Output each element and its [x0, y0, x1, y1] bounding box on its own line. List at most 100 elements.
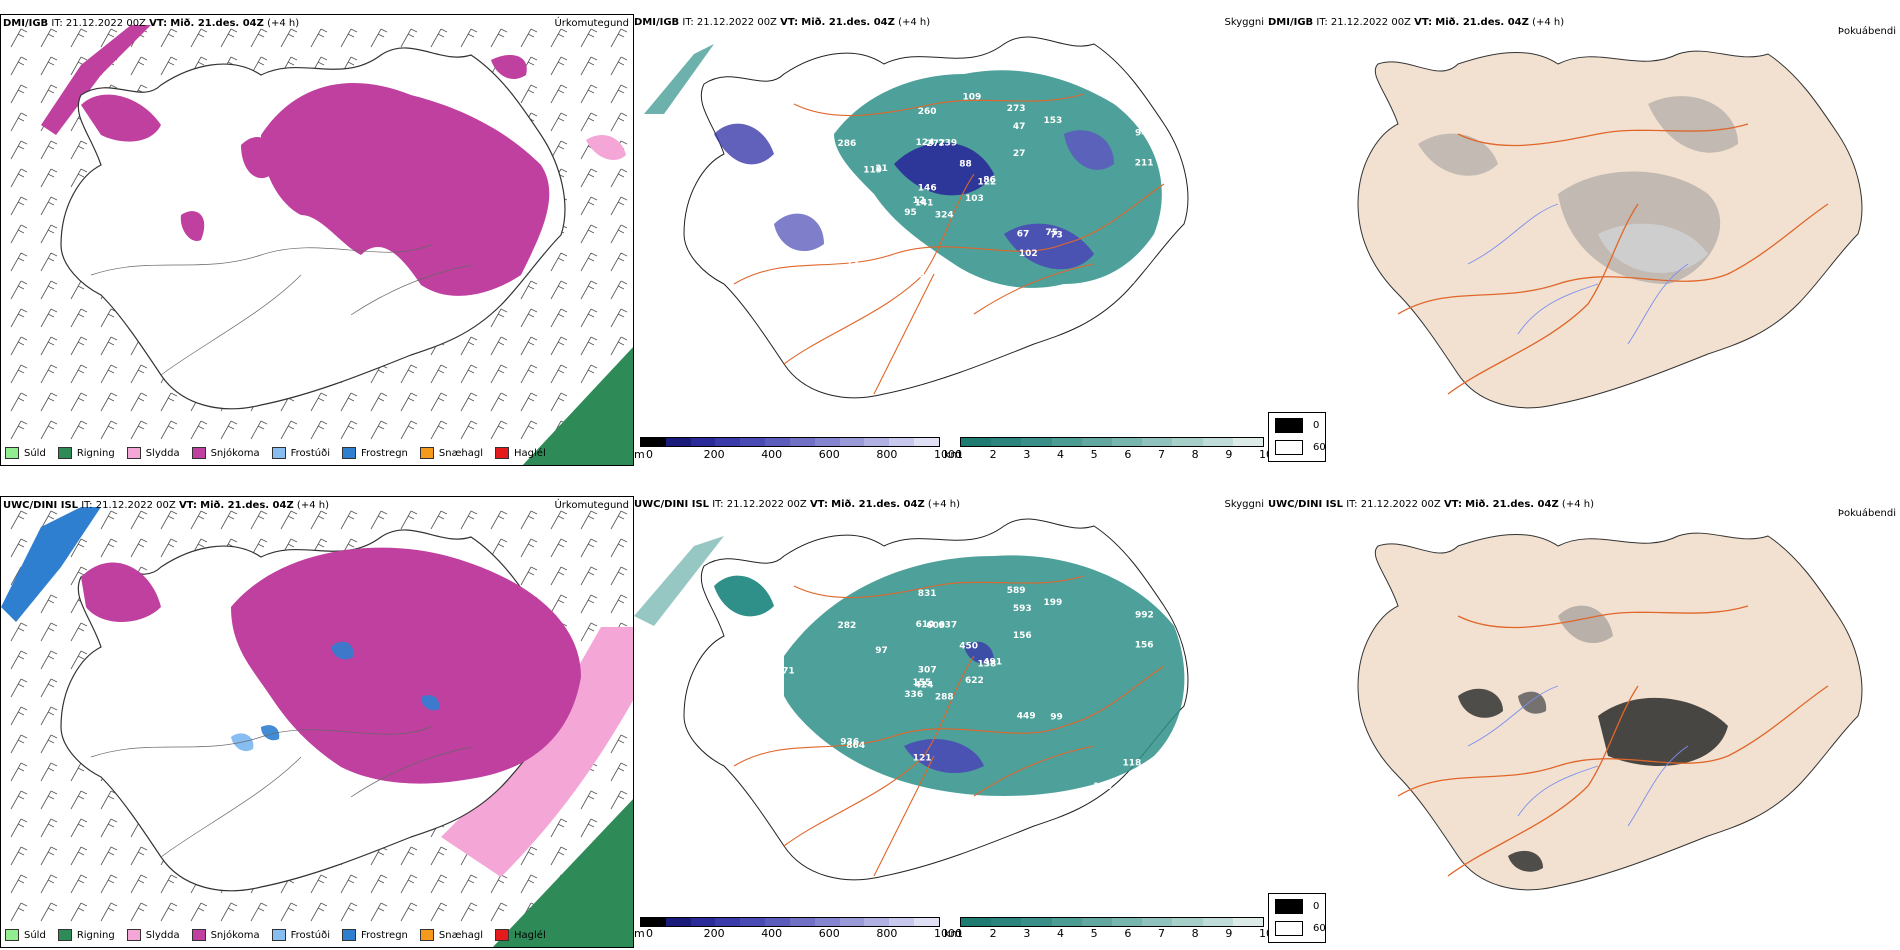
visibility-label: 12 — [846, 259, 859, 269]
visibility-label: 424 — [915, 680, 934, 690]
precip-legend-item: Slydda — [126, 929, 180, 941]
legend-swatch — [495, 929, 510, 941]
visibility-label: 639 — [827, 764, 846, 774]
scale-tick: 1000 — [934, 927, 962, 940]
frz-rain-area — [1, 507, 101, 622]
legend-swatch — [126, 929, 141, 941]
panel-title: Úrkomutegund — [554, 18, 629, 29]
precip-legend-item: Súld — [5, 929, 46, 941]
snow-area — [41, 25, 151, 135]
panel-header: UWC/DINI ISL IT: 21.12.2022 00Z VT: Mið.… — [1268, 499, 1594, 510]
visibility-panel-top: 324 82 141 236 122 12 273 239 47 103 346 151 313 94 95… — [634, 14, 1268, 466]
visibility-label: 153 — [1044, 116, 1063, 126]
visibility-label: 121 — [913, 754, 932, 764]
panel-title: Úrkomutegund — [554, 500, 629, 511]
scale-tick: 4 — [1057, 448, 1064, 461]
visibility-labels: 324 82 141 236 122 12 273 239 47 103 346 151 313 94 95… — [727, 92, 1153, 313]
panel-title: Skyggni — [1224, 17, 1264, 28]
snow-blobs — [81, 547, 581, 784]
visibility-label: 86 — [983, 175, 996, 185]
visibility-label: 277 — [926, 139, 945, 149]
scale-tick: 400 — [761, 448, 783, 461]
visibility-label: 47 — [1013, 122, 1026, 132]
legend-label: Rigning — [76, 929, 115, 941]
legend-swatch — [419, 929, 434, 941]
scale-tick: 8 — [1191, 927, 1199, 940]
visibility-label: 82 — [774, 141, 787, 151]
precip-legend-item: Frostregn — [342, 447, 408, 459]
visibility-label: 282 — [838, 621, 857, 631]
roads — [90, 244, 472, 376]
visibility-map-top: 324 82 141 236 122 12 273 239 47 103 346 151 313 94 95… — [644, 36, 1189, 399]
visibility-label: 156 — [1013, 631, 1032, 641]
legend-swatch — [191, 447, 206, 459]
scale-tick: 8 — [1191, 448, 1199, 461]
visibility-label: 88 — [959, 160, 972, 170]
rain-area — [522, 347, 633, 465]
visibility-label: 449 — [1017, 711, 1036, 721]
visibility-label: 260 — [918, 107, 937, 117]
visibility-label: 992 — [1135, 611, 1154, 621]
visibility-label: 146 — [918, 184, 937, 194]
scale-tick: 7 — [1158, 927, 1165, 940]
visibility-label: 609 — [926, 621, 945, 631]
panel-header: DMI/IGB IT: 21.12.2022 00Z VT: Mið. 21.d… — [3, 18, 300, 29]
visibility-label: 138 — [978, 659, 997, 669]
roads — [733, 575, 1165, 877]
visibility-label: 96 — [1123, 276, 1136, 286]
visibility-label: 324 — [935, 210, 954, 220]
panel-header: UWC/DINI ISL IT: 21.12.2022 00Z VT: Mið.… — [3, 500, 329, 511]
precip-legend-item: Snæhagl — [419, 447, 484, 459]
visibility-labels: 288 346 424 123 138 864 589 637 593 622 118 108 271 9… — [745, 580, 1154, 796]
legend-swatch — [419, 447, 434, 459]
legend-label: Frostúði — [290, 929, 330, 941]
precip-legend-item: Rigning — [57, 929, 115, 941]
panel-header: DMI/IGB IT: 21.12.2022 00Z VT: Mið. 21.d… — [1268, 17, 1565, 28]
snow-blobs — [81, 55, 550, 296]
precip-panel-bottom: UWC/DINI ISL IT: 21.12.2022 00Z VT: Mið.… — [0, 496, 634, 948]
fog-map-top — [1357, 50, 1863, 409]
scale-tick: 2 — [989, 927, 997, 940]
scale-tick: 200 — [703, 927, 725, 940]
scale-tick: 1000 — [934, 448, 962, 461]
visibility-label: 122 — [978, 177, 997, 187]
scale-unit: m — [634, 448, 645, 461]
legend-swatch — [191, 929, 206, 941]
visibility-label: 100 — [790, 257, 809, 267]
fog-panel-top: DMI/IGB IT: 21.12.2022 00Z VT: Mið. 21.d… — [1268, 14, 1900, 414]
visibility-areas — [714, 555, 1185, 796]
visibility-label: 593 — [1013, 604, 1032, 614]
visibility-label: 156 — [1135, 641, 1154, 651]
legend-swatch — [271, 929, 286, 941]
fog-legend-bottom: 0 60 — [1268, 893, 1326, 943]
visibility-label: 622 — [965, 676, 984, 686]
legend-swatch — [5, 447, 19, 459]
precip-legend-item: Slydda — [126, 447, 180, 459]
legend-swatch — [126, 447, 141, 459]
scale-unit: m — [634, 927, 645, 940]
visibility-label: 288 — [935, 692, 954, 702]
visibility-label: 336 — [904, 690, 923, 700]
legend-label: Snæhagl — [438, 929, 484, 941]
visibility-label: 99 — [1050, 713, 1063, 723]
visibility-label: 124 — [916, 138, 935, 148]
roads — [733, 93, 1165, 395]
roads — [1397, 605, 1829, 877]
scale-unit: km — [944, 927, 962, 940]
visibility-label: 118 — [1123, 758, 1142, 768]
scale-tick: 5 — [1090, 927, 1098, 940]
visibility-label: 94 — [913, 272, 926, 282]
scale-tick: 800 — [876, 448, 898, 461]
visibility-label: 589 — [1007, 586, 1026, 596]
legend-label: Snæhagl — [438, 447, 484, 459]
panel-title: Þokuábendi — [1837, 508, 1896, 519]
visibility-label: 105 — [839, 297, 858, 307]
scale-tick: 5 — [1090, 448, 1098, 461]
precip-legend-item: Haglél — [495, 447, 546, 459]
precip-legend: Súld Rigning Slydda Snjókoma Frostúði Frostre… — [5, 927, 558, 943]
visibility-label: 155 — [783, 136, 802, 146]
visibility-label: 27 — [1013, 149, 1026, 159]
visibility-label: 491 — [983, 657, 1002, 667]
visibility-label: 157 — [797, 304, 816, 314]
panel-header: UWC/DINI ISL IT: 21.12.2022 00Z VT: Mið.… — [634, 499, 960, 510]
